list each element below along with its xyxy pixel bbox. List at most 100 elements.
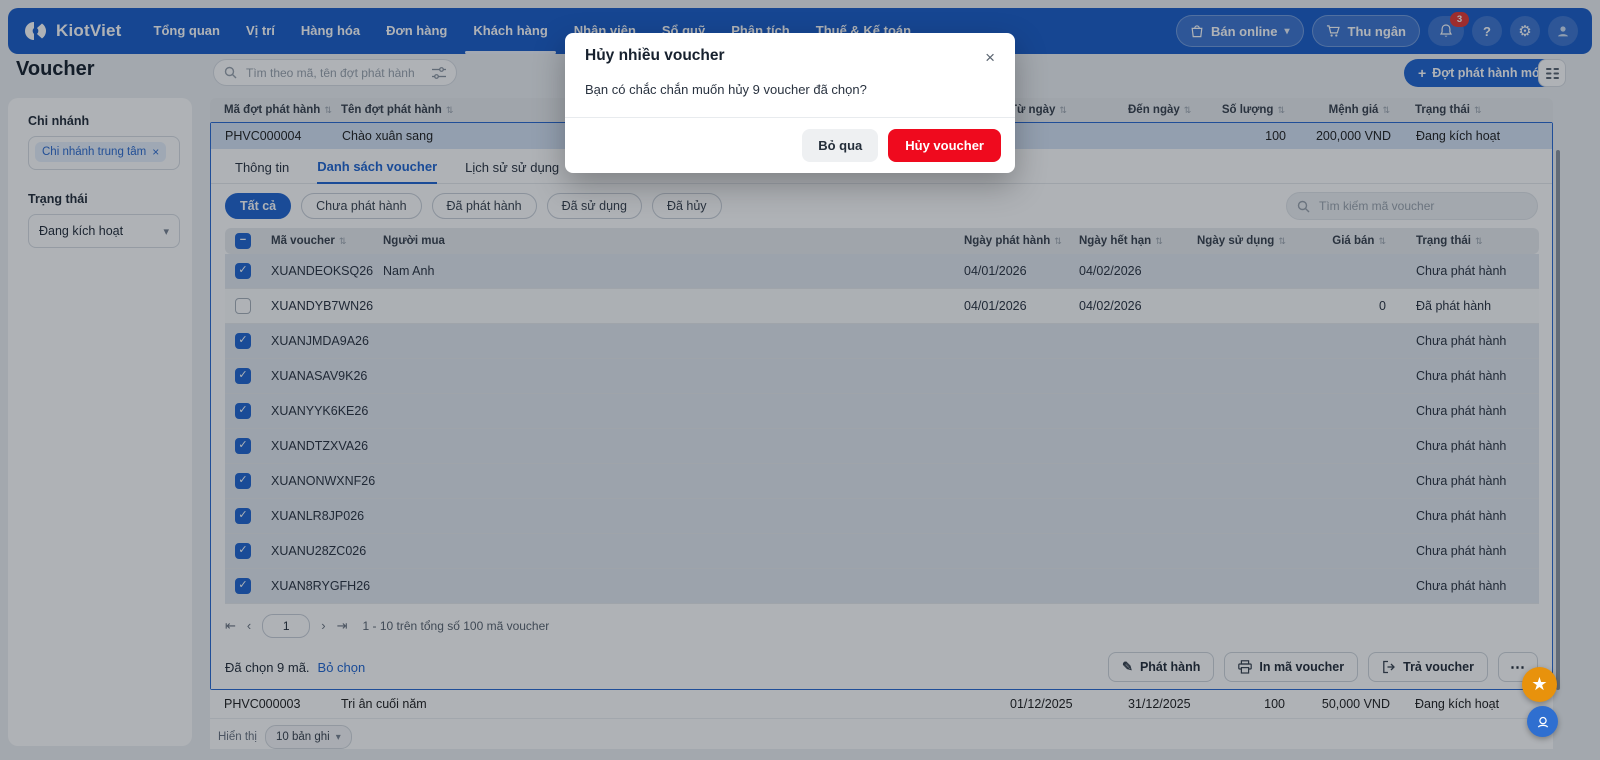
voucher-cell-expires: 04/02/2026 — [1079, 299, 1142, 313]
status-filter-pill[interactable]: Chưa phát hành — [301, 193, 422, 219]
campaign-header-cell[interactable]: Tên đợt phát hành ⇅ — [341, 104, 454, 116]
sort-icon: ⇅ — [324, 105, 332, 115]
detail-tab[interactable]: Thông tin — [235, 160, 290, 175]
row-checkbox[interactable] — [235, 298, 251, 314]
prev-page-icon[interactable]: ‹ — [246, 618, 252, 633]
account-button[interactable] — [1548, 16, 1578, 46]
nav-item[interactable]: Vị trí — [245, 23, 275, 38]
kiotviet-logo[interactable]: KiotViet — [22, 20, 122, 42]
star-icon: ★ — [1531, 674, 1548, 694]
row-checkbox[interactable]: ✓ — [235, 438, 251, 454]
scrollbar-thumb[interactable] — [1556, 150, 1560, 690]
last-page-icon[interactable]: ⇥ — [336, 618, 348, 633]
support-widget-button[interactable] — [1527, 706, 1558, 737]
voucher-row[interactable]: ✓ XUANDEOKSQ26 Nam Anh 04/01/2026 04/02/2026… — [225, 254, 1539, 289]
voucher-cell-status: Chưa phát hành — [1416, 544, 1507, 558]
voucher-row[interactable]: ✓ XUAN8RYGFH26 Chưa phát hành — [225, 569, 1539, 604]
new-campaign-button[interactable]: + Đợt phát hành mới — [1404, 59, 1559, 87]
voucher-header-cell[interactable]: Ngày sử dụng ⇅ — [1197, 235, 1286, 247]
notification-badge: 3 — [1450, 12, 1469, 27]
first-page-icon[interactable]: ⇤ — [225, 618, 236, 633]
rating-widget-button[interactable]: ★ — [1522, 667, 1557, 702]
nav-item[interactable]: Đơn hàng — [386, 23, 448, 38]
page-number-box[interactable]: 1 — [262, 614, 311, 638]
issue-button[interactable]: ✎ Phát hành — [1108, 652, 1215, 682]
ban-online-button[interactable]: Bán online ▾ — [1176, 15, 1304, 47]
status-filter-pill[interactable]: Đã phát hành — [431, 193, 537, 219]
voucher-cell-code: XUANONWXNF26 — [271, 474, 376, 488]
campaign-row[interactable]: PHVC000003 Tri ân cuối năm 01/12/2025 31… — [210, 690, 1553, 719]
voucher-row[interactable]: ✓ XUANLR8JP026 Chưa phát hành — [225, 499, 1539, 534]
status-filter-pill[interactable]: Đã hủy — [651, 193, 722, 219]
campaign-header-cell[interactable]: Đến ngày ⇅ — [1128, 104, 1192, 116]
status-filter-select[interactable]: Đang kích hoạt ▾ — [28, 214, 180, 248]
voucher-header-cell[interactable]: Ngày hết hạn ⇅ — [1079, 235, 1163, 247]
print-voucher-button[interactable]: In mã voucher — [1224, 652, 1359, 682]
printer-icon — [1238, 660, 1253, 674]
branch-tag-label: Chi nhánh trung tâm — [42, 146, 147, 158]
voucher-cell-buyer: Nam Anh — [383, 264, 435, 278]
voucher-header-cell[interactable]: Mã voucher ⇅ — [271, 235, 347, 247]
voucher-row[interactable]: ✓ XUANONWXNF26 Chưa phát hành — [225, 464, 1539, 499]
campaign-value: 200,000 VND — [1315, 129, 1391, 143]
notifications-button[interactable]: 3 — [1428, 12, 1469, 46]
column-settings-button[interactable] — [1538, 59, 1566, 87]
voucher-header-cell[interactable]: Trạng thái ⇅ — [1416, 235, 1483, 247]
campaign-from: 01/12/2025 — [1010, 697, 1073, 711]
page-title: Voucher — [16, 58, 95, 80]
voucher-header-cell[interactable]: Giá bán ⇅ — [1332, 235, 1386, 247]
row-checkbox[interactable]: ✓ — [235, 508, 251, 524]
voucher-row[interactable]: ✓ XUANJMDA9A26 Chưa phát hành — [225, 324, 1539, 359]
thu-ngan-button[interactable]: Thu ngân — [1311, 15, 1420, 47]
row-checkbox[interactable]: ✓ — [235, 578, 251, 594]
next-page-icon[interactable]: › — [321, 618, 326, 633]
nav-item[interactable]: Tổng quan — [153, 23, 220, 38]
chevron-down-icon: ▾ — [163, 225, 169, 238]
voucher-header-cell[interactable]: Ngày phát hành ⇅ — [964, 235, 1062, 247]
voucher-row[interactable]: ✓ XUANDTZXVA26 Chưa phát hành — [225, 429, 1539, 464]
row-checkbox[interactable]: ✓ — [235, 263, 251, 279]
campaign-header-cell[interactable]: Mệnh giá ⇅ — [1328, 104, 1390, 116]
remove-branch-tag-icon[interactable]: × — [152, 145, 160, 159]
campaign-to: 31/12/2025 — [1128, 697, 1191, 711]
voucher-row[interactable]: XUANDYB7WN26 04/01/2026 04/02/2026 0 Đã phát… — [225, 289, 1539, 324]
status-filter-pill[interactable]: Tất cả — [225, 193, 292, 219]
nav-item[interactable]: Khách hàng — [465, 8, 557, 54]
voucher-row[interactable]: ✓ XUANYYK6KE26 Chưa phát hành — [225, 394, 1539, 429]
close-icon[interactable]: × — [985, 48, 995, 67]
return-voucher-button[interactable]: Trả voucher — [1368, 652, 1488, 682]
voucher-cell-code: XUANDTZXVA26 — [271, 439, 369, 453]
voucher-search-input[interactable] — [1317, 198, 1527, 214]
campaign-header-cell[interactable]: Trạng thái ⇅ — [1415, 104, 1482, 116]
selection-count: Đã chọn 9 mã. — [225, 659, 310, 675]
select-all-checkbox[interactable]: − — [235, 233, 251, 249]
shopping-bag-icon — [1191, 25, 1203, 38]
row-checkbox[interactable]: ✓ — [235, 473, 251, 489]
voucher-cell-status: Chưa phát hành — [1416, 264, 1507, 278]
detail-tab[interactable]: Lịch sử sử dụng — [465, 160, 560, 175]
voucher-row[interactable]: ✓ XUANU28ZC026 Chưa phát hành — [225, 534, 1539, 569]
campaign-header-cell[interactable]: Số lượng ⇅ — [1221, 104, 1285, 116]
row-checkbox[interactable]: ✓ — [235, 543, 251, 559]
clear-selection-link[interactable]: Bỏ chọn — [317, 659, 366, 675]
confirm-cancel-voucher-button[interactable]: Hủy voucher — [888, 129, 1001, 162]
help-button[interactable]: ? — [1472, 16, 1502, 46]
row-checkbox[interactable]: ✓ — [235, 333, 251, 349]
detail-tab[interactable]: Danh sách voucher — [317, 159, 438, 184]
per-page-select[interactable]: 10 bản ghi ▾ — [265, 725, 352, 749]
branch-filter-input[interactable]: Chi nhánh trung tâm × — [28, 136, 180, 170]
selected-campaign-block: PHVC000004 Chào xuân sang 100 200,000 VN… — [210, 122, 1553, 690]
voucher-header-cell[interactable]: Người mua — [383, 235, 445, 247]
campaign-header-cell[interactable]: Từ ngày ⇅ — [1010, 104, 1067, 116]
campaign-header-cell[interactable]: Mã đợt phát hành ⇅ — [224, 104, 332, 116]
settings-button[interactable]: ⚙ — [1510, 16, 1540, 46]
nav-item[interactable]: Hàng hóa — [300, 23, 361, 38]
voucher-row[interactable]: ✓ XUANASAV9K26 Chưa phát hành — [225, 359, 1539, 394]
status-filter-pill[interactable]: Đã sử dụng — [546, 193, 642, 219]
filter-icon[interactable] — [432, 66, 446, 79]
cancel-button[interactable]: Bỏ qua — [802, 129, 879, 162]
campaign-search-input[interactable] — [244, 64, 425, 81]
row-checkbox[interactable]: ✓ — [235, 368, 251, 384]
row-checkbox[interactable]: ✓ — [235, 403, 251, 419]
chevron-down-icon: ▾ — [1284, 25, 1290, 37]
